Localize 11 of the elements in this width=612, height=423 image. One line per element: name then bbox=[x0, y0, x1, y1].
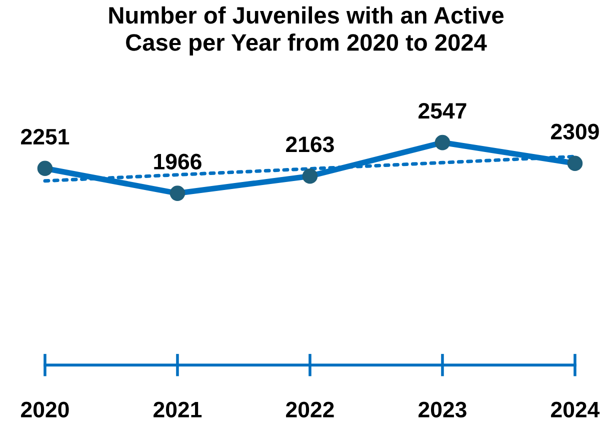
x-tick-label: 2024 bbox=[551, 402, 600, 418]
data-label: 2163 bbox=[286, 136, 334, 152]
x-tick-label: 2020 bbox=[21, 402, 69, 418]
chart-title: Number of Juveniles with an Active Case per Year from 2020 to 2024 bbox=[109, 6, 504, 56]
data-label: 1966 bbox=[154, 154, 202, 170]
x-tick-label: 2022 bbox=[286, 402, 334, 418]
data-label: 2547 bbox=[418, 102, 466, 119]
data-label: 2309 bbox=[551, 124, 599, 140]
x-tick-label: 2023 bbox=[418, 402, 466, 418]
data-label: 2251 bbox=[21, 128, 70, 145]
x-tick-label: 2021 bbox=[154, 402, 202, 418]
